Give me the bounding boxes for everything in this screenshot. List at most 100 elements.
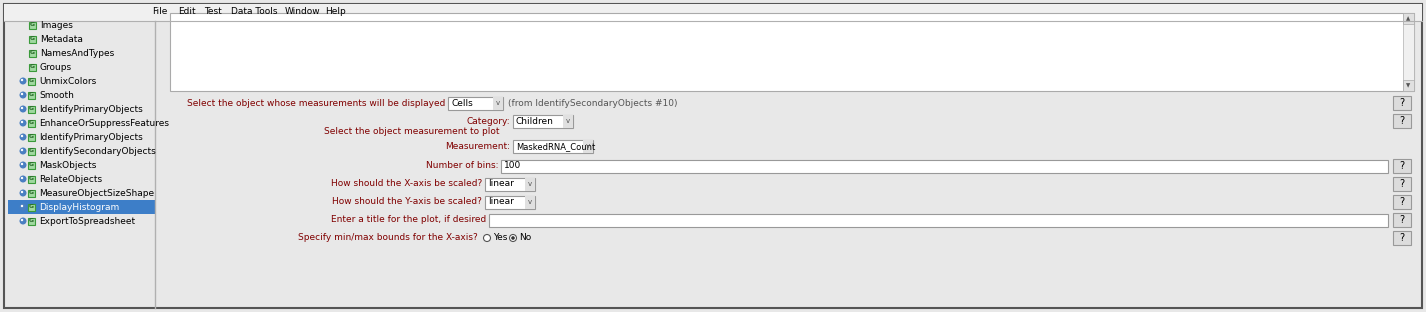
Bar — [563, 115, 573, 128]
Text: G: G — [29, 120, 34, 125]
FancyBboxPatch shape — [29, 91, 36, 99]
Text: ▼: ▼ — [1406, 83, 1410, 88]
Text: ?: ? — [1399, 233, 1405, 243]
Text: Data Tools: Data Tools — [231, 7, 278, 17]
Text: Specify min/max bounds for the X-axis?: Specify min/max bounds for the X-axis? — [298, 233, 478, 242]
Circle shape — [509, 235, 516, 241]
Text: Help: Help — [325, 7, 345, 17]
FancyBboxPatch shape — [29, 119, 36, 126]
Circle shape — [483, 235, 491, 241]
Circle shape — [21, 163, 23, 165]
Text: Images: Images — [40, 21, 73, 30]
Bar — [1393, 177, 1410, 191]
Bar — [1393, 96, 1410, 110]
Text: Cells: Cells — [451, 99, 473, 108]
Bar — [1393, 159, 1410, 173]
Text: G: G — [29, 106, 34, 111]
Text: Window: Window — [285, 7, 321, 17]
Circle shape — [511, 236, 515, 240]
Circle shape — [20, 105, 27, 113]
Text: G: G — [29, 204, 34, 209]
Text: Metadata: Metadata — [40, 35, 83, 43]
FancyBboxPatch shape — [29, 64, 36, 71]
Text: G: G — [29, 163, 34, 168]
Text: DisplayHistogram: DisplayHistogram — [39, 202, 120, 212]
Circle shape — [20, 189, 27, 197]
Circle shape — [20, 217, 27, 225]
Text: v: v — [496, 100, 501, 106]
FancyBboxPatch shape — [29, 175, 36, 183]
Text: G: G — [29, 218, 34, 223]
Circle shape — [20, 148, 27, 154]
Text: v: v — [586, 143, 590, 149]
FancyBboxPatch shape — [29, 77, 36, 85]
Text: UnmixColors: UnmixColors — [39, 76, 96, 85]
Text: G: G — [30, 22, 36, 27]
FancyBboxPatch shape — [29, 189, 36, 197]
Text: linear: linear — [488, 197, 513, 207]
FancyBboxPatch shape — [29, 162, 36, 168]
Text: G: G — [30, 65, 36, 70]
FancyBboxPatch shape — [29, 22, 36, 28]
Bar — [485, 178, 535, 191]
Bar — [4, 4, 1422, 21]
Text: How should the Y-axis be scaled?: How should the Y-axis be scaled? — [332, 197, 482, 207]
Text: G: G — [30, 51, 36, 56]
Text: G: G — [29, 134, 34, 139]
Text: No: No — [519, 233, 532, 242]
Circle shape — [21, 177, 23, 179]
Circle shape — [21, 93, 23, 95]
FancyBboxPatch shape — [29, 50, 36, 56]
Text: RelateObjects: RelateObjects — [39, 174, 103, 183]
Text: Select the object whose measurements will be displayed: Select the object whose measurements wil… — [187, 99, 445, 108]
Bar — [583, 140, 593, 153]
Circle shape — [21, 149, 23, 151]
Bar — [9, 200, 155, 214]
Text: Yes: Yes — [493, 233, 508, 242]
Text: linear: linear — [488, 179, 513, 188]
Text: G: G — [29, 191, 34, 196]
Bar — [1393, 114, 1410, 128]
Circle shape — [21, 79, 23, 81]
Text: ExportToSpreadsheet: ExportToSpreadsheet — [39, 217, 135, 226]
Text: v: v — [528, 181, 532, 187]
Text: Select the object measurement to plot: Select the object measurement to plot — [325, 127, 501, 136]
Text: v: v — [528, 199, 532, 205]
Circle shape — [21, 107, 23, 109]
Text: How should the X-axis be scaled?: How should the X-axis be scaled? — [331, 179, 482, 188]
Text: v: v — [566, 118, 570, 124]
Bar — [448, 96, 503, 110]
FancyBboxPatch shape — [29, 134, 36, 140]
Text: G: G — [29, 92, 34, 97]
Text: File: File — [153, 7, 167, 17]
Text: ▲: ▲ — [1406, 16, 1410, 21]
Circle shape — [21, 219, 23, 221]
Circle shape — [21, 191, 23, 193]
Bar — [170, 13, 1415, 91]
Circle shape — [20, 77, 27, 85]
Bar — [501, 159, 1387, 173]
Text: MeasureObjectSizeShape: MeasureObjectSizeShape — [39, 188, 154, 197]
Bar — [525, 196, 535, 208]
Bar — [1393, 231, 1410, 245]
Text: MaskObjects: MaskObjects — [39, 160, 97, 169]
Text: ?: ? — [1399, 179, 1405, 189]
Bar — [513, 140, 593, 153]
Text: 100: 100 — [503, 162, 522, 170]
Text: Children: Children — [516, 116, 553, 125]
Text: Enter a title for the plot, if desired: Enter a title for the plot, if desired — [331, 216, 486, 225]
Text: ?: ? — [1399, 98, 1405, 108]
Bar — [1393, 213, 1410, 227]
Text: G: G — [30, 37, 36, 41]
Bar — [1403, 13, 1415, 91]
Text: MaskedRNA_Count: MaskedRNA_Count — [516, 142, 595, 151]
Text: ?: ? — [1399, 215, 1405, 225]
Text: Measurement:: Measurement: — [445, 142, 511, 151]
Text: Edit: Edit — [178, 7, 195, 17]
Bar — [1403, 13, 1415, 24]
Bar — [1403, 80, 1415, 91]
Circle shape — [21, 121, 23, 123]
Text: (from IdentifySecondaryObjects #10): (from IdentifySecondaryObjects #10) — [508, 99, 677, 108]
Text: G: G — [29, 79, 34, 84]
Bar — [513, 115, 573, 128]
